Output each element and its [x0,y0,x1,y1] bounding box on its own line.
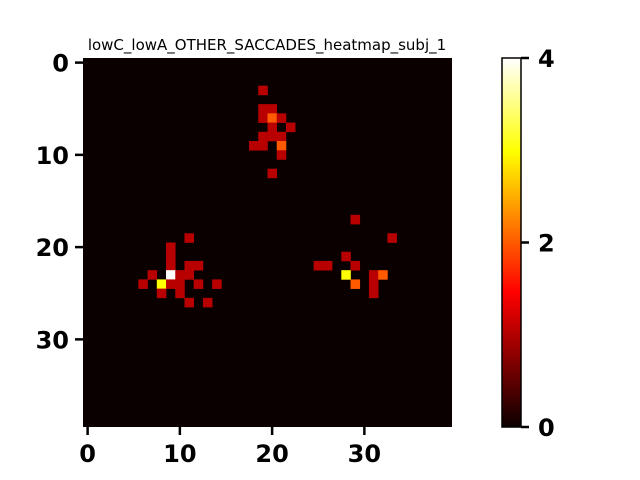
heatmap-cell [166,279,176,289]
x-tick-label: 10 [163,440,196,468]
heatmap-cell [202,297,213,308]
heatmap-cell [368,279,379,289]
heatmap-cell [350,279,361,289]
heatmap-cell [212,279,222,289]
chart-title: lowC_lowA_OTHER_SACCADES_heatmap_subj_1 [88,36,446,55]
heatmap-cell [175,288,185,299]
heatmap-cell [350,214,361,225]
y-tick-label: 20 [36,234,69,262]
heatmap-cell [378,270,388,280]
heatmap-cell [166,260,176,271]
heatmap-cell [267,168,278,179]
heatmap-cell [267,104,278,114]
heatmap-cell [193,260,204,271]
heatmap-cell [156,279,167,289]
heatmap-cell [166,242,176,253]
colorbar-tick-label: 4 [538,45,555,73]
heatmap-cell [175,279,185,289]
heatmap-cell [249,141,259,151]
heatmap-cell [350,260,361,271]
heatmap-cell [368,288,379,299]
heatmap-cell [276,150,287,160]
x-tick-label: 0 [79,440,96,468]
y-tick-label: 0 [52,50,69,78]
heatmap-cell [387,233,397,243]
heatmap-cell [184,270,194,280]
x-axis: 0 10 20 30 [79,427,381,468]
heatmap-cell [341,251,351,262]
heatmap-cell [166,270,176,280]
heatmap-cells [138,85,397,308]
colorbar-tick-label: 2 [538,230,555,258]
y-tick-label: 10 [36,142,69,170]
heatmap-cell [156,288,167,299]
heatmap-cell [147,270,158,280]
heatmap-cell [276,141,287,151]
heatmap-cell [258,131,268,142]
heatmap-cell [368,270,379,280]
y-axis: 0 10 20 30 [36,50,83,354]
heatmap-cell [166,251,176,262]
colorbar-axis: 0 2 4 [521,45,555,442]
heatmap-cell [258,104,268,114]
x-tick-label: 20 [255,440,288,468]
heatmap-cell [193,279,204,289]
colorbar [501,57,522,428]
heatmap-cell [267,131,278,142]
y-tick-label: 30 [36,326,69,354]
heatmap-cell [138,279,148,289]
colorbar-tick-label: 0 [538,414,555,442]
heatmap-cell [285,122,296,133]
heatmap-cell [322,260,333,271]
heatmap-cell [184,297,194,308]
heatmap-cell [313,260,324,271]
heatmap-cell [276,113,287,123]
heatmap-cell [184,233,194,243]
heatmap-cell [184,260,194,271]
x-tick-label: 30 [348,440,381,468]
heatmap-cell [341,270,351,280]
heatmap-cell [258,141,268,151]
heatmap-cell [258,85,268,96]
heatmap-cell [175,270,185,280]
heatmap-cell [276,131,287,142]
heatmap-cell [267,113,278,123]
heatmap-cell [258,113,268,123]
heatmap-cell [267,122,278,133]
